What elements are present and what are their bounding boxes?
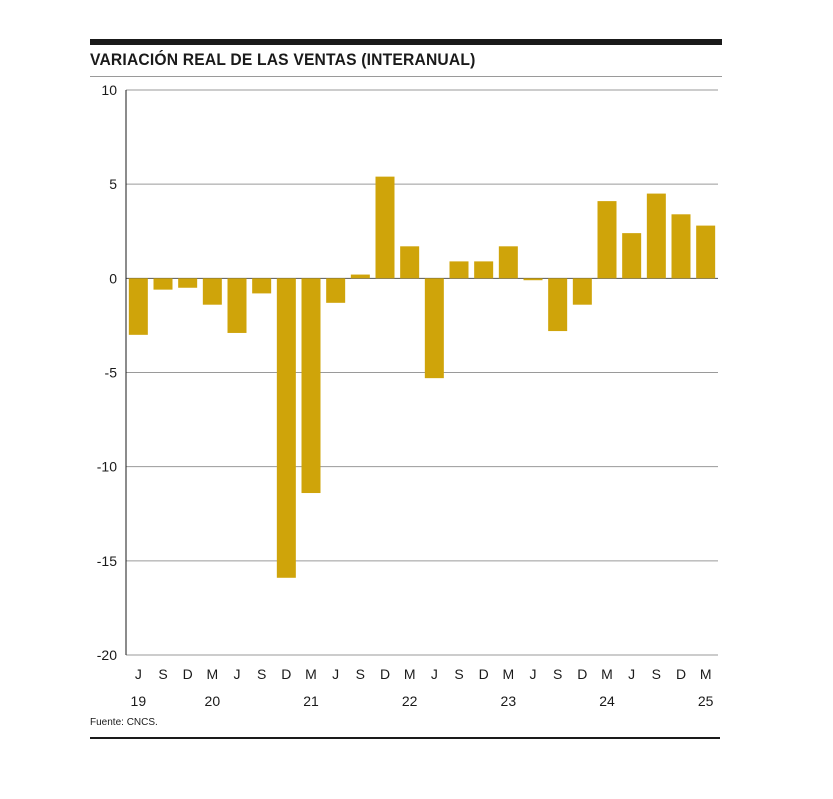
year-label: 24: [599, 693, 615, 709]
y-tick-label: -5: [105, 365, 118, 381]
y-tick-label: -20: [97, 647, 117, 663]
x-tick-label: D: [577, 666, 587, 682]
bar: [498, 246, 518, 279]
year-label: 23: [501, 693, 517, 709]
bar: [326, 278, 346, 303]
x-tick-label: S: [158, 666, 167, 682]
bar: [424, 278, 444, 379]
bar: [350, 274, 370, 279]
bar: [252, 278, 272, 294]
x-tick-label: J: [135, 666, 142, 682]
x-tick-label: J: [431, 666, 438, 682]
bar: [597, 201, 617, 279]
x-tick-label: S: [553, 666, 562, 682]
top-rule: [90, 39, 722, 45]
title-rule: [90, 76, 722, 77]
bar: [227, 278, 247, 333]
bar: [572, 278, 592, 305]
y-tick-label: 0: [109, 270, 117, 286]
bar: [276, 278, 296, 578]
bar: [128, 278, 148, 335]
x-tick-label: D: [183, 666, 193, 682]
bar: [178, 278, 198, 288]
bar: [646, 193, 666, 279]
bar: [449, 261, 469, 279]
bar: [622, 233, 642, 279]
bar: [202, 278, 222, 305]
x-tick-label: J: [628, 666, 635, 682]
x-tick-label: J: [332, 666, 339, 682]
year-label: 22: [402, 693, 418, 709]
year-label: 19: [131, 693, 147, 709]
bar: [375, 176, 395, 279]
x-tick-label: D: [479, 666, 489, 682]
chart-title: VARIACIÓN REAL DE LAS VENTAS (INTERANUAL…: [90, 50, 476, 69]
x-tick-label: M: [502, 666, 514, 682]
x-tick-label: S: [652, 666, 661, 682]
year-label: 21: [303, 693, 319, 709]
x-tick-label: S: [356, 666, 365, 682]
bar: [523, 278, 543, 281]
year-label: 25: [698, 693, 714, 709]
x-tick-label: S: [454, 666, 463, 682]
bar: [474, 261, 494, 279]
bar: [671, 214, 691, 279]
year-label: 20: [205, 693, 221, 709]
bar: [153, 278, 173, 290]
x-tick-label: M: [601, 666, 613, 682]
bar: [696, 225, 716, 279]
y-tick-label: -10: [97, 459, 117, 475]
x-tick-label: D: [380, 666, 390, 682]
x-tick-label: J: [234, 666, 241, 682]
x-tick-label: S: [257, 666, 266, 682]
x-tick-label: D: [676, 666, 686, 682]
source-note: Fuente: CNCS.: [90, 717, 158, 728]
y-tick-label: 10: [101, 82, 117, 98]
x-tick-label: M: [206, 666, 218, 682]
y-tick-label: 5: [109, 176, 117, 192]
x-tick-label: D: [281, 666, 291, 682]
bar: [301, 278, 321, 494]
bar: [548, 278, 568, 332]
y-tick-label: -15: [97, 553, 117, 569]
x-tick-label: J: [530, 666, 537, 682]
x-tick-label: M: [700, 666, 712, 682]
x-tick-label: M: [305, 666, 317, 682]
x-tick-label: M: [404, 666, 416, 682]
bar: [400, 246, 420, 279]
bottom-rule: [90, 737, 720, 739]
